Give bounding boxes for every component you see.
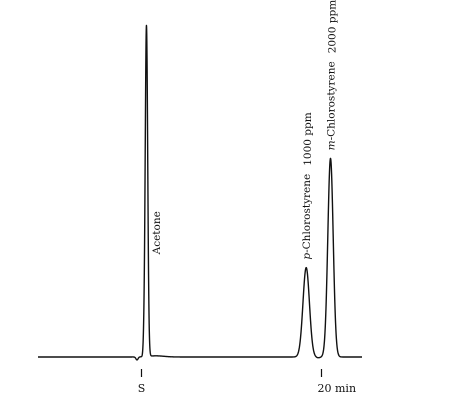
chromatogram-trace — [37, 24, 363, 361]
peak-0 — [143, 26, 149, 357]
peak-concentration-label-2: 2000 ppm — [327, 0, 339, 53]
peak-2 — [324, 158, 338, 357]
peak-labels: Acetone p-Chlorostyrene 1000 ppm m-Chlorost… — [151, 0, 338, 260]
x-axis-ticks: S 20 min — [138, 369, 356, 395]
peak-name-label-2: m-Chlorostyrene — [326, 61, 338, 150]
peak-1 — [298, 268, 314, 357]
trace-layer — [37, 24, 363, 361]
x-tick-label-1: 20 min — [318, 382, 357, 395]
peak-name-label-0: Acetone — [151, 211, 163, 255]
x-tick-label-0: S — [138, 382, 146, 395]
peak-concentration-label-1: 1000 ppm — [302, 112, 314, 166]
peak-name-label-1: p-Chlorostyrene — [301, 174, 313, 260]
